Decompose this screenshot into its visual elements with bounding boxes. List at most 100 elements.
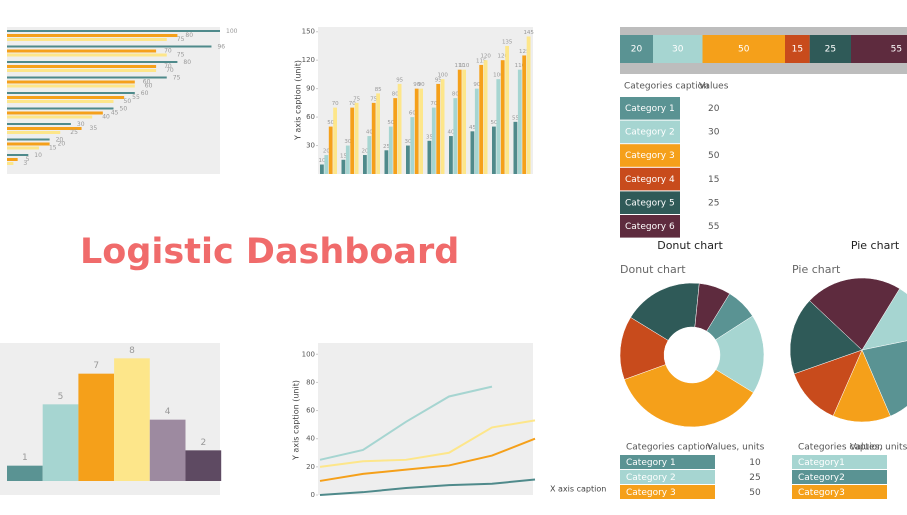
value-label: 15 [708,175,719,185]
bar [7,65,157,68]
data-label: 60 [141,90,149,97]
bar [505,45,509,174]
bar [345,145,350,174]
value-label: 25 [749,473,760,483]
bar [436,83,441,174]
data-label: 20 [323,149,330,155]
data-label: 70 [349,101,356,107]
bar [7,111,103,115]
line [319,478,536,496]
slice [809,277,900,351]
bar [431,107,436,174]
bar [7,100,114,103]
value-label: 30 [708,128,720,138]
category-label: Category 1 [625,104,675,114]
category-label: Category 4 [625,175,675,185]
bar [449,136,453,174]
bar [414,88,419,174]
category-label: Category 5 [625,198,675,208]
bar-segment [653,35,703,63]
bar [7,115,93,119]
data-label: 90 [418,82,425,88]
bar [517,69,522,174]
value-label: 25 [708,198,719,208]
bar [7,61,178,63]
data-label: 50 [120,106,128,113]
data-label: 145 [523,30,534,36]
category-cell [792,455,887,469]
value-label: 50 [749,488,761,498]
data-label: 70 [164,48,172,55]
bar [350,107,355,174]
data-label: 40 [448,130,455,136]
bar [393,98,398,174]
category-cell [620,485,715,499]
data-label: 115 [476,58,487,64]
data-label: 80 [183,59,191,66]
category-label: Category2 [798,473,845,483]
data-label: 50 [327,120,334,126]
bar [7,38,167,41]
bar [397,83,402,174]
bar [479,64,484,174]
data-label: 110 [459,63,470,69]
bar [328,126,333,174]
slice [694,283,730,332]
category-cell [620,97,680,120]
data-label: 3 [23,160,27,167]
data-label: 125 [519,49,530,55]
bar [384,150,389,174]
data-label: 50 [124,98,132,105]
data-label: 80 [452,92,459,98]
data-label: 2 [200,438,206,448]
bar [7,30,220,32]
bar [149,419,186,481]
chart-subtitle: Pie chart [792,263,841,276]
dashboard-title: Logistic Dashboard [80,232,459,272]
bar [7,80,135,84]
bar [419,88,423,174]
bar [457,69,462,174]
category-label: Category 6 [625,222,675,232]
category-cell [620,144,680,167]
category-cell [620,167,680,191]
line [319,385,493,461]
bar [7,69,157,72]
y-tick-label: 60 [306,407,315,415]
data-label: 80 [185,32,193,39]
bar [7,123,71,125]
data-label: 120 [498,54,509,60]
bar [7,158,18,161]
bar [114,358,150,481]
data-label: 50 [738,45,750,55]
data-label: 30 [77,121,85,128]
data-label: 5 [58,392,64,402]
plot-background [318,343,533,495]
value-label: 10 [749,458,761,468]
bar [7,45,212,48]
bar [7,76,167,79]
data-label: 90 [413,82,420,88]
table-header: Values, units [707,443,765,453]
chart-subtitle: Donut chart [620,263,686,276]
bar [363,155,367,174]
data-label: 50 [491,120,498,126]
y-tick-label: 30 [306,142,315,150]
bar-segment [702,35,785,63]
bar [522,55,527,174]
y-tick-label: 0 [311,491,315,499]
bar [371,102,376,174]
category-cell [620,455,715,469]
chart-title: Donut chart [657,239,723,252]
data-label: 25 [383,144,390,150]
chart-title: Pie chart [851,239,900,252]
data-label: 95 [396,77,403,83]
bar [320,164,324,174]
table-header: Categories caption [626,443,711,453]
data-label: 70 [164,63,172,70]
table-header: Categories caption [624,82,709,92]
y-tick-label: 20 [306,463,315,471]
slice [832,349,891,423]
data-label: 8 [129,346,135,356]
data-label: 30 [672,45,684,55]
